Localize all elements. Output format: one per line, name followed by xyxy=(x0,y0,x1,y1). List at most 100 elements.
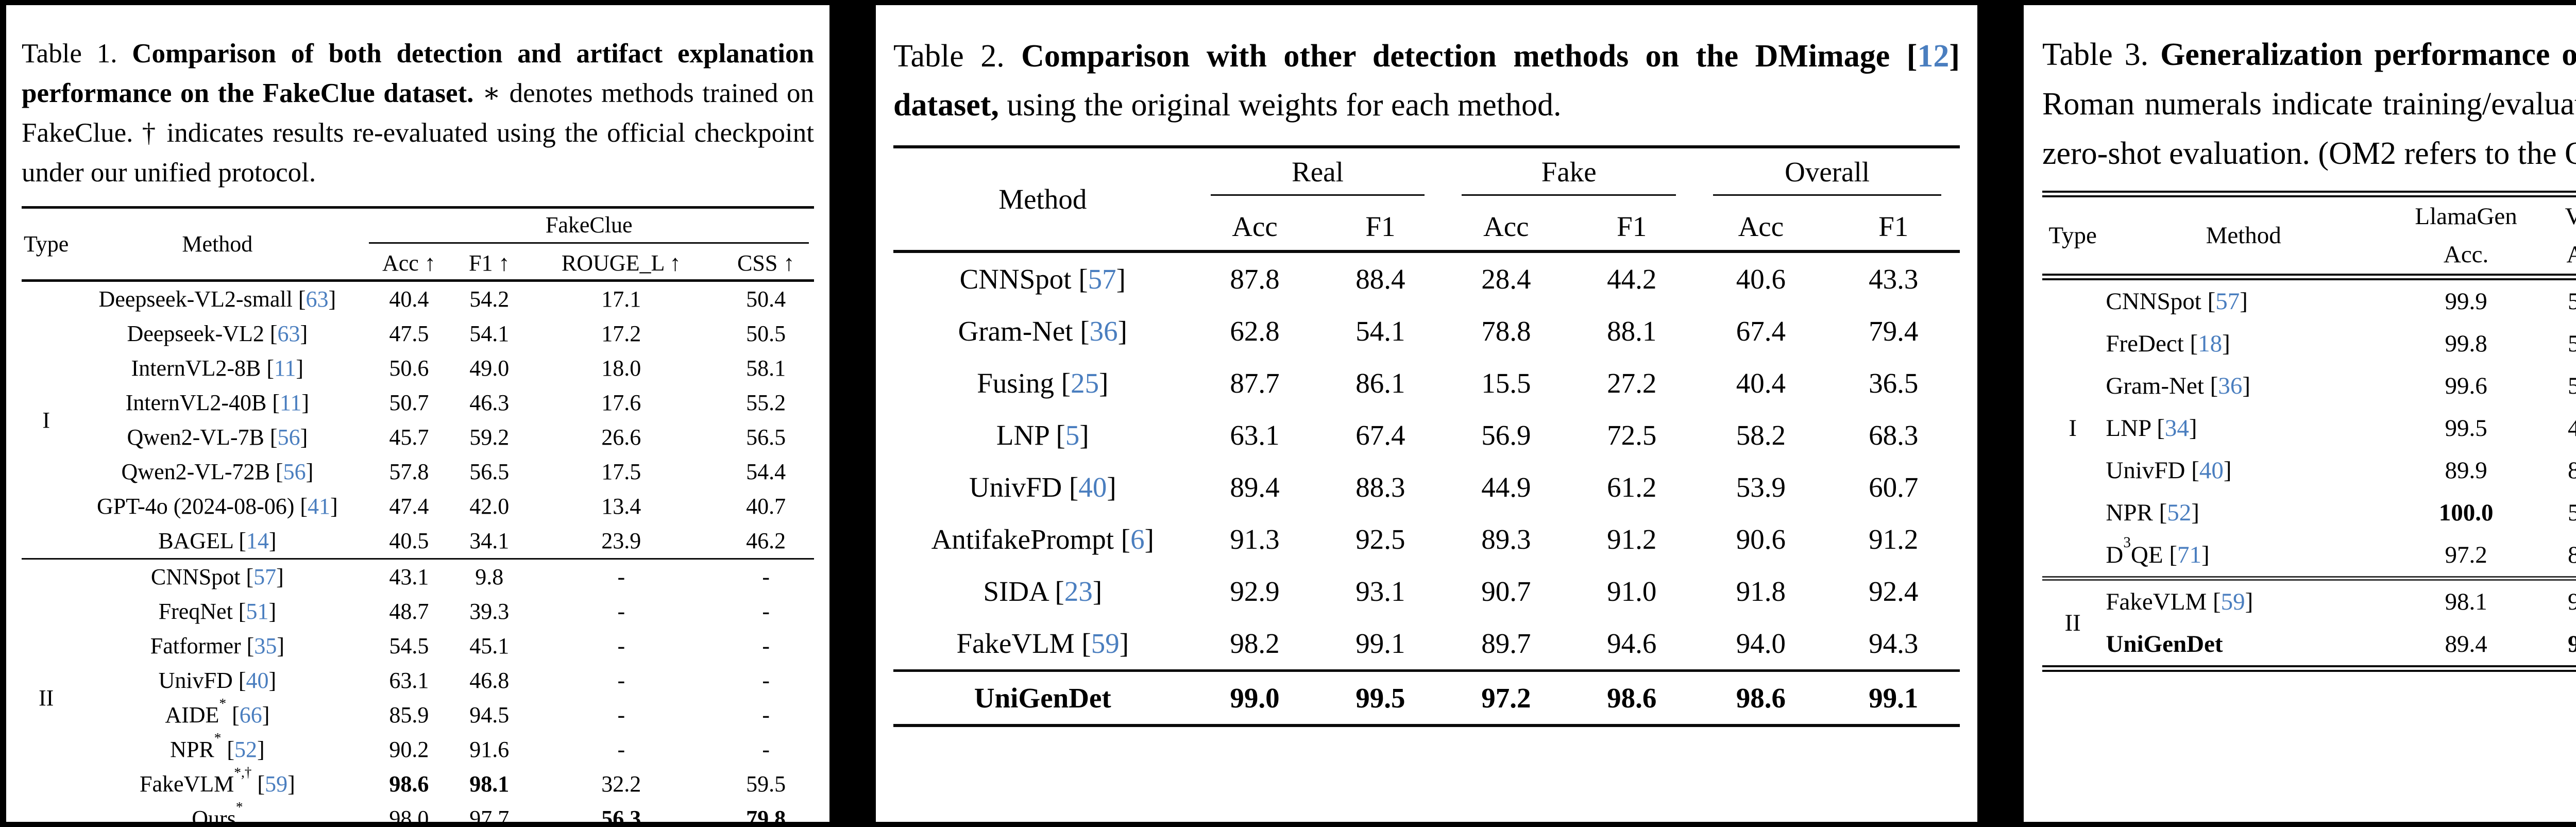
citation-link[interactable]: 59 xyxy=(1091,628,1120,659)
table-row: BAGEL [14] 40.5 34.1 23.9 46.2 xyxy=(22,524,814,559)
citation-link[interactable]: 57 xyxy=(253,564,277,589)
value-cell: 59.5 xyxy=(746,771,786,797)
value-cell: 44.2 xyxy=(1607,263,1657,295)
citation-link[interactable]: 52 xyxy=(2167,499,2192,526)
citation-link[interactable]: 36 xyxy=(1089,315,1118,347)
table-row: FakeVLM [59] 98.2 99.1 89.7 94.6 94.0 94.3 xyxy=(893,617,1960,671)
method-name: UniGenDet xyxy=(2106,631,2223,657)
citation-link[interactable]: 18 xyxy=(2198,330,2223,357)
citation-link[interactable]: 63 xyxy=(277,321,300,346)
value-cell: 97.2 xyxy=(2445,542,2487,568)
citation-link[interactable]: 35 xyxy=(254,633,277,659)
value-cell: 17.2 xyxy=(601,321,641,346)
method-name: * xyxy=(219,696,227,712)
subheader-row: Acc ↑ F1 ↑ ROUGE_L ↑ CSS ↑ xyxy=(22,247,814,281)
value-cell: 17.6 xyxy=(601,390,641,415)
column-header-method: Method xyxy=(998,183,1087,215)
value-cell: 68.3 xyxy=(1869,419,1919,451)
citation-link[interactable]: 5 xyxy=(1065,419,1080,451)
citation-link[interactable]: 25 xyxy=(1071,367,1099,399)
method-name: InternVL2-40B xyxy=(125,390,267,415)
value-cell: 91.2 xyxy=(1607,524,1657,555)
citation-link[interactable]: 66 xyxy=(239,702,262,728)
value-cell: 99.9 xyxy=(2445,288,2487,315)
method-cell: SIDA [23] xyxy=(893,565,1192,617)
method-cell: CNNSpot [57] xyxy=(2103,277,2384,323)
value-cell: 27.2 xyxy=(1607,367,1657,399)
table3: TypeMethodLlamaGenVARInfinityJanus-ProRA… xyxy=(2042,191,2576,672)
citation-bracket: ] xyxy=(1117,315,1127,347)
citation-link[interactable]: 56 xyxy=(283,459,306,484)
value-cell: 99.1 xyxy=(1827,669,1960,725)
citation-link[interactable]: 36 xyxy=(2218,373,2243,399)
citation-link[interactable]: 41 xyxy=(308,494,331,519)
type-cell: II xyxy=(22,558,71,827)
value-cell: 89.9 xyxy=(2445,457,2487,484)
citation-bracket: ] xyxy=(300,425,308,450)
citation-link[interactable]: 59 xyxy=(2221,588,2245,615)
citation-link[interactable]: 63 xyxy=(306,286,329,312)
value-cell: 78.8 xyxy=(1481,315,1531,347)
value-cell: 9.8 xyxy=(454,558,525,594)
citation-link[interactable]: 14 xyxy=(246,528,269,553)
value-cell: 28.4 xyxy=(1481,263,1531,295)
table-row: AIDE* [66] 85.9 94.5 - - xyxy=(22,696,814,732)
value-cell: 46.2 xyxy=(746,528,786,553)
citation-bracket: ] xyxy=(2242,373,2250,399)
value-cell: 98.6 xyxy=(389,771,429,797)
header-row: TypeMethodLlamaGenVARInfinityJanus-ProRA… xyxy=(2042,194,2576,249)
method-name: *,† xyxy=(234,765,252,781)
column-group-header: Overall xyxy=(1694,147,1960,203)
column-subheader: F1 xyxy=(1878,211,1909,242)
citation-link[interactable]: 59 xyxy=(265,771,288,797)
method-cell: Fusing [25] xyxy=(893,357,1192,409)
table-row: UniGenDet 99.0 99.5 97.2 98.6 98.6 99.1 xyxy=(893,669,1960,725)
value-cell: 56.3 xyxy=(601,806,641,827)
column-group-label: Overall xyxy=(1785,156,1870,188)
method-cell: LNP [5] xyxy=(893,409,1192,461)
citation-link[interactable]: 71 xyxy=(2177,542,2201,568)
citation-link[interactable]: 34 xyxy=(2164,415,2189,442)
column-group-label: LlamaGen xyxy=(2415,203,2517,230)
citation-link[interactable]: 40 xyxy=(1078,471,1107,503)
citation-bracket: ] xyxy=(1099,367,1109,399)
citation-bracket: [ xyxy=(1071,263,1088,295)
column-group-header: Fake xyxy=(1443,147,1694,203)
citation-bracket: ] xyxy=(277,633,284,659)
citation-bracket: [ xyxy=(233,528,246,553)
value-cell: 98.2 xyxy=(1230,628,1280,659)
citation-link[interactable]: 57 xyxy=(2215,288,2240,315)
value-cell: 88.1 xyxy=(1607,315,1657,347)
value-cell: 44.9 xyxy=(1481,471,1531,503)
citation-link[interactable]: 6 xyxy=(1130,524,1145,555)
method-name: LNP xyxy=(996,419,1049,451)
value-cell: 54.1 xyxy=(1355,315,1405,347)
citation-link[interactable]: 40 xyxy=(2199,457,2224,484)
citation-bracket: [ xyxy=(226,702,240,728)
method-cell: UnivFD [40] xyxy=(71,663,364,698)
value-cell: 40.4 xyxy=(389,286,429,312)
citation-bracket: ] xyxy=(2223,457,2232,484)
citation-bracket: ] xyxy=(1116,263,1126,295)
method-name: UniGenDet xyxy=(974,682,1111,714)
method-cell: FreqNet [51] xyxy=(71,594,364,629)
citation-link[interactable]: 23 xyxy=(1064,576,1093,607)
citation-link[interactable]: 40 xyxy=(246,668,269,693)
value-cell: 99.7 xyxy=(2568,631,2576,657)
method-name: Ours xyxy=(192,806,236,827)
citation-link[interactable]: 12 xyxy=(1917,39,1950,74)
citation-bracket: ] xyxy=(268,528,277,553)
citation-link[interactable]: 51 xyxy=(246,599,269,624)
citation-link[interactable]: 11 xyxy=(274,356,296,381)
header-row: Type Method FakeClue xyxy=(22,208,814,257)
value-cell: 42.0 xyxy=(469,494,510,519)
column-group-header: VAR xyxy=(2548,194,2576,236)
citation-link[interactable]: 56 xyxy=(277,425,300,450)
citation-link[interactable]: 57 xyxy=(1088,263,1116,295)
value-cell: 49.6 xyxy=(2568,415,2576,442)
citation-link[interactable]: 52 xyxy=(234,737,257,762)
value-cell: 23.9 xyxy=(601,528,641,553)
value-cell: - xyxy=(617,702,625,728)
citation-bracket: [ xyxy=(1073,315,1090,347)
citation-link[interactable]: 11 xyxy=(280,390,302,415)
